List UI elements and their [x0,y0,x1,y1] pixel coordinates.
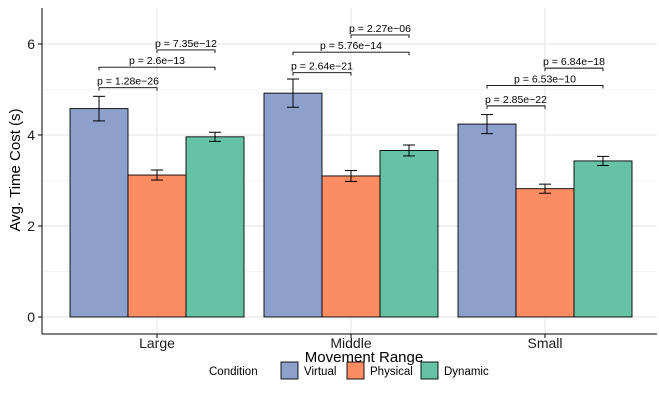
bar-virtual-small [457,123,517,318]
p-value-label: p = 2.85e−22 [485,94,547,106]
significance-bracket [350,34,410,38]
bar-virtual-large [69,108,129,318]
p-value-label: p = 2.64e−21 [291,61,353,73]
y-tick-label: 0 [27,309,35,325]
significance-bracket [98,87,158,91]
bar-physical-large [127,174,187,318]
bar-dynamic-middle [379,150,439,318]
x-tick-label: Middle [330,335,371,351]
significance-bracket [486,84,604,89]
legend-swatch-dynamic [420,361,439,380]
x-tick-label: Large [139,335,175,351]
x-axis-title: Movement Range [305,349,423,366]
y-tick-label: 2 [27,218,35,234]
bar-dynamic-large [185,136,245,318]
legend-label-virtual: Virtual [304,366,336,378]
legend: Condition Virtual Physical Dynamic [209,361,489,380]
legend-label-dynamic: Dynamic [444,366,489,378]
legend-swatch-physical [346,361,365,380]
y-tick-label: 4 [27,127,35,143]
legend-swatch-virtual [280,361,299,380]
bars [69,92,633,318]
significance-bracket [156,49,216,53]
bar-physical-middle [321,175,381,318]
y-axis-title: Avg. Time Cost (s) [7,108,24,231]
bar-physical-small [515,188,575,318]
axes: 0 2 4 6 Large Middle Small [27,8,657,351]
error-bars [93,78,609,194]
p-value-label: p = 1.28e−26 [97,76,159,88]
significance-bracket [292,51,410,56]
x-tick-label: Small [527,335,562,351]
significance-bracket [544,67,604,72]
p-value-label: p = 6.84e−18 [543,56,605,68]
p-value-label: p = 2.27e−06 [349,23,411,35]
p-value-label: p = 2.6e−13 [129,55,185,67]
p-value-label: p = 5.76e−14 [320,40,382,52]
significance-bracket [98,66,216,71]
p-value-label: p = 7.35e−12 [155,38,217,50]
legend-label-physical: Physical [370,366,413,378]
y-tick-label: 6 [27,36,35,52]
significance-bracket [292,72,352,76]
p-value-label: p = 6.53e−10 [514,73,576,85]
significance-brackets: p = 1.28e−26 p = 2.6e−13 p = 7.35e−12 p = 2… [97,23,605,109]
significance-bracket [486,105,546,109]
bar-dynamic-small [573,160,633,318]
bar-virtual-middle [263,92,323,318]
legend-title: Condition [209,366,258,378]
